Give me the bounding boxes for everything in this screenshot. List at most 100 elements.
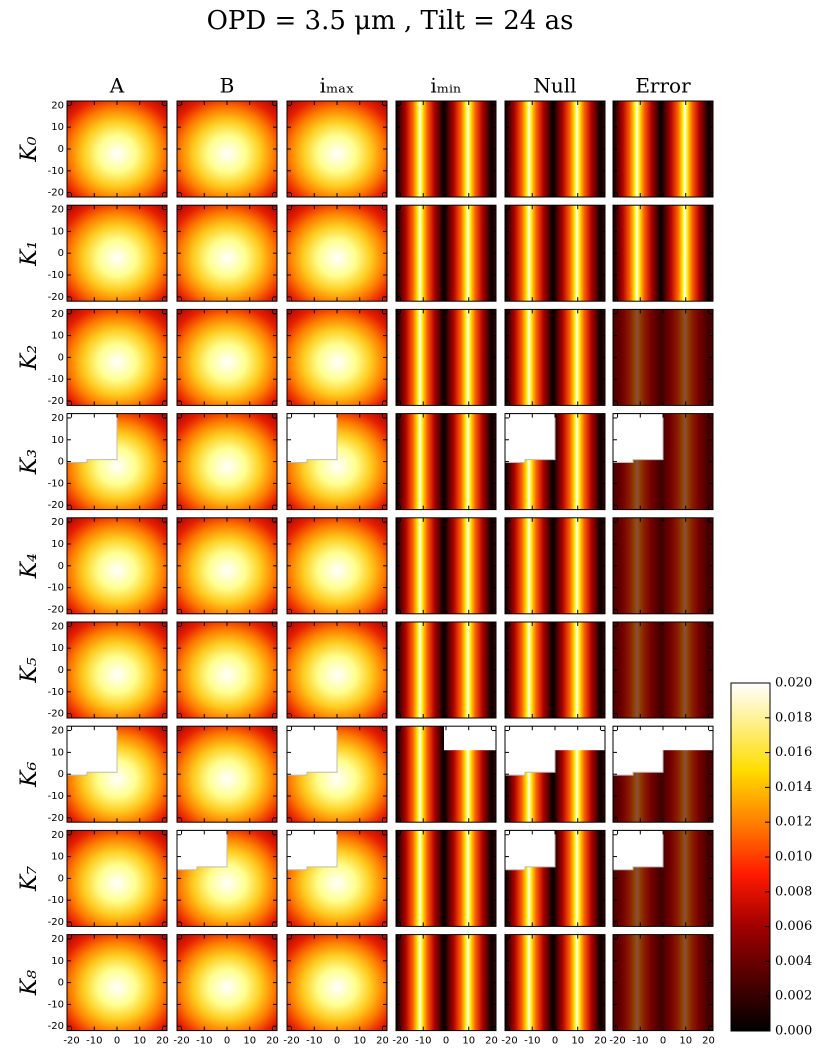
x-tick-label: 20 <box>156 1036 169 1047</box>
masked-region <box>612 413 664 464</box>
x-tick-label: -20 <box>283 1036 299 1047</box>
y-tick-label: -20 <box>48 1021 64 1032</box>
x-tick-label: 20 <box>702 1036 715 1047</box>
x-tick-label: -20 <box>63 1036 79 1047</box>
x-tick-label: 10 <box>679 1036 692 1047</box>
y-tick-label: 20 <box>51 100 64 111</box>
heatmap-image <box>505 517 605 614</box>
column-label: iₘᵢₙ <box>430 74 461 98</box>
heatmap-image <box>177 726 277 823</box>
colorbar-tick-label: 0.018 <box>775 710 812 725</box>
y-tick-label: 10 <box>51 435 64 446</box>
masked-region <box>444 726 496 751</box>
x-tick-label: -10 <box>306 1036 322 1047</box>
x-tick-label: 20 <box>594 1036 607 1047</box>
heatmap-image <box>505 101 605 197</box>
heatmap-image <box>505 309 605 406</box>
row-label: K₅ <box>17 657 42 683</box>
x-tick-label: 0 <box>114 1036 120 1047</box>
masked-region <box>612 829 664 871</box>
y-tick-label: -20 <box>48 500 64 511</box>
x-tick-label: 10 <box>353 1036 366 1047</box>
heatmap-image <box>67 830 167 927</box>
y-tick-label: 20 <box>51 830 64 841</box>
y-tick-label: 0 <box>58 352 64 363</box>
x-tick-label: 20 <box>266 1036 279 1047</box>
y-tick-label: -10 <box>48 374 64 385</box>
y-tick-label: -10 <box>48 270 64 281</box>
x-tick-label: -20 <box>173 1036 189 1047</box>
x-tick-label: -20 <box>392 1036 408 1047</box>
heatmap-image <box>67 101 167 197</box>
heatmap-image <box>67 934 167 1031</box>
column-label: Error <box>635 74 691 98</box>
column-label: B <box>220 74 235 98</box>
colorbar-tick-label: 0.020 <box>775 676 812 691</box>
x-tick-label: -10 <box>632 1036 648 1047</box>
y-tick-label: 10 <box>51 226 64 237</box>
heatmap-image <box>287 622 387 718</box>
row-label: K₄ <box>17 553 42 579</box>
colorbar-tick-label: 0.012 <box>775 815 812 830</box>
heatmap-image <box>396 101 496 197</box>
column-label: iₘₐₓ <box>320 74 355 98</box>
heatmap-image <box>613 934 713 1031</box>
heatmap-image <box>287 517 387 614</box>
heatmap-image <box>287 934 387 1031</box>
y-tick-label: 0 <box>58 873 64 884</box>
y-tick-label: -10 <box>48 999 64 1010</box>
heatmap-image <box>177 934 277 1031</box>
y-tick-label: 20 <box>51 621 64 632</box>
y-tick-label: -10 <box>48 687 64 698</box>
x-tick-label: 10 <box>462 1036 475 1047</box>
heatmap-image <box>505 205 605 302</box>
x-tick-label: 0 <box>224 1036 230 1047</box>
heatmap-image <box>613 205 713 302</box>
heatmap-image <box>67 517 167 614</box>
y-tick-label: 20 <box>51 309 64 320</box>
heatmap-image <box>67 622 167 718</box>
row-label: K₁ <box>17 241 42 267</box>
heatmap-image <box>396 622 496 718</box>
x-tick-label: -10 <box>415 1036 431 1047</box>
heatmap-image <box>396 934 496 1031</box>
y-tick-label: 0 <box>58 769 64 780</box>
y-tick-label: 20 <box>51 517 64 528</box>
colorbar-tick-label: 0.008 <box>775 884 812 899</box>
y-tick-label: 0 <box>58 144 64 155</box>
y-tick-label: 0 <box>58 248 64 259</box>
heatmap-image <box>613 517 713 614</box>
heatmap-image <box>396 830 496 927</box>
y-tick-label: 20 <box>51 205 64 216</box>
y-tick-label: 20 <box>51 726 64 737</box>
y-tick-label: -10 <box>48 478 64 489</box>
heatmap-image <box>396 413 496 510</box>
row-label: K₇ <box>17 866 42 892</box>
heatmap-image <box>396 309 496 406</box>
x-tick-label: 10 <box>243 1036 256 1047</box>
heatmap-image <box>613 622 713 718</box>
masked-region <box>286 829 338 871</box>
row-label: K₆ <box>17 761 42 787</box>
x-tick-label: -10 <box>86 1036 102 1047</box>
masked-region <box>661 726 713 751</box>
x-tick-label: -20 <box>501 1036 517 1047</box>
y-tick-label: 10 <box>51 956 64 967</box>
heatmap-image <box>177 101 277 197</box>
x-tick-label: 0 <box>660 1036 666 1047</box>
y-tick-label: 10 <box>51 852 64 863</box>
masked-region <box>504 829 556 871</box>
y-tick-label: -20 <box>48 292 64 303</box>
y-tick-label: 20 <box>51 934 64 945</box>
y-tick-label: -10 <box>48 895 64 906</box>
y-tick-label: 10 <box>51 747 64 758</box>
colorbar-tick-label: 0.002 <box>775 989 812 1004</box>
heatmap-image <box>67 309 167 406</box>
x-tick-label: 20 <box>485 1036 498 1047</box>
masked-region <box>286 725 338 776</box>
x-tick-label: 10 <box>133 1036 146 1047</box>
column-label: Null <box>533 74 576 98</box>
row-label: K₃ <box>17 449 42 475</box>
colorbar-tick-label: 0.014 <box>775 780 812 795</box>
